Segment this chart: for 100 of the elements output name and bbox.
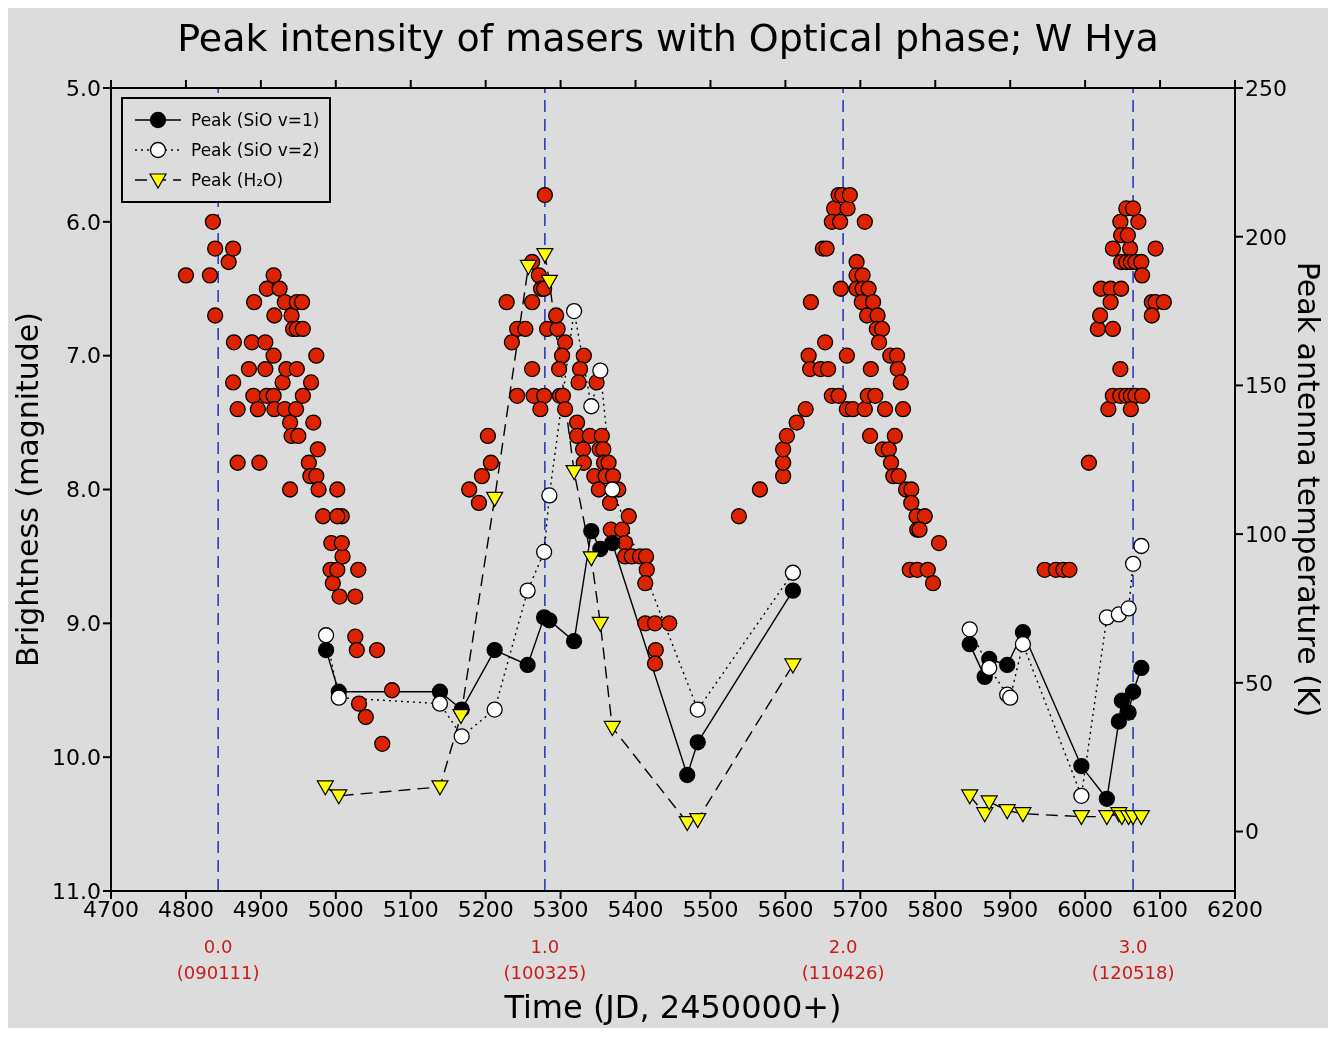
x-tick-label: 5500 xyxy=(682,896,739,922)
chart-title: Peak intensity of masers with Optical phase; W Hya xyxy=(176,15,1160,62)
y2-tick-label: 100 xyxy=(1245,521,1287,547)
point xyxy=(784,564,802,581)
x-tick-label: 5100 xyxy=(382,896,439,922)
point xyxy=(961,621,978,638)
point xyxy=(998,804,1016,820)
point xyxy=(1073,787,1090,804)
point xyxy=(565,465,583,481)
point xyxy=(565,302,583,320)
legend-label: Peak (SiO v=1) xyxy=(191,110,320,130)
y2-tick-label: 200 xyxy=(1245,224,1287,250)
point xyxy=(604,481,621,498)
point xyxy=(541,487,558,504)
point xyxy=(592,362,609,379)
x-tick-label: 5600 xyxy=(757,896,814,922)
point xyxy=(1073,757,1090,775)
point xyxy=(999,656,1016,674)
point xyxy=(981,659,998,677)
y-tick-label: 5.0 xyxy=(66,75,101,101)
point xyxy=(1133,537,1150,555)
point xyxy=(1098,810,1116,826)
point xyxy=(1110,713,1127,730)
point xyxy=(536,247,554,264)
point xyxy=(565,633,583,650)
point xyxy=(1098,790,1116,807)
y2-axis-title: Peak antenna temperature (K) xyxy=(1291,261,1327,718)
x-tick-label: 5000 xyxy=(307,896,364,922)
point xyxy=(961,636,978,653)
x-tick-label: 5900 xyxy=(982,896,1039,922)
x-tick-label: 5700 xyxy=(832,896,889,922)
point xyxy=(452,708,470,725)
point xyxy=(486,641,503,659)
point xyxy=(317,641,335,659)
point xyxy=(689,734,706,751)
point xyxy=(540,274,558,290)
point xyxy=(1014,636,1032,653)
point xyxy=(1132,810,1150,826)
point xyxy=(1072,810,1090,826)
point xyxy=(583,522,600,540)
y-tick-label: 6.0 xyxy=(66,209,101,235)
point xyxy=(583,398,600,415)
point xyxy=(535,543,553,561)
y-tick-label: 8.0 xyxy=(66,477,101,503)
point xyxy=(1120,600,1137,617)
y-tick-label: 7.0 xyxy=(66,343,101,369)
point xyxy=(316,780,334,796)
x-tick-label: 6000 xyxy=(1057,896,1114,922)
y2-tick-label: 50 xyxy=(1245,670,1273,696)
point xyxy=(453,728,470,745)
point xyxy=(431,780,449,796)
point xyxy=(1133,659,1150,677)
x-tick-label: 4900 xyxy=(232,896,289,922)
y-tick-label: 9.0 xyxy=(66,611,101,637)
text: 3.0 (120518) xyxy=(1091,936,1175,983)
point xyxy=(689,813,707,829)
y2-tick-label: 0 xyxy=(1245,819,1259,845)
point xyxy=(604,534,621,552)
x-tick-label: 5200 xyxy=(457,896,514,922)
point xyxy=(486,701,503,718)
text: 0.0 (090111) xyxy=(176,936,260,983)
point xyxy=(976,807,994,823)
point xyxy=(784,582,802,599)
legend-label: Peak (SiO v=2) xyxy=(191,140,320,160)
point xyxy=(961,789,979,805)
point xyxy=(1014,807,1032,823)
point xyxy=(431,695,449,712)
point xyxy=(519,582,536,599)
y-tick-label: 10.0 xyxy=(52,744,101,770)
point xyxy=(317,627,335,644)
point xyxy=(330,789,348,805)
text: 2.0 (110426) xyxy=(801,936,885,983)
x-tick-label: 5800 xyxy=(907,896,964,922)
x-tick-label: 6200 xyxy=(1207,896,1263,922)
legend-label: Peak (H₂O) xyxy=(191,170,284,190)
point xyxy=(1124,683,1142,700)
y2-tick-label: 250 xyxy=(1245,75,1287,101)
x-tick-label: 5300 xyxy=(532,896,589,922)
point xyxy=(541,612,558,629)
point xyxy=(486,491,504,508)
point xyxy=(784,658,802,674)
point xyxy=(1120,704,1137,721)
point xyxy=(980,795,998,811)
x-tick-label: 5400 xyxy=(607,896,664,922)
point xyxy=(1124,555,1142,572)
x-tick-label: 6100 xyxy=(1132,896,1189,922)
point xyxy=(330,689,347,706)
point xyxy=(519,259,537,276)
point xyxy=(591,616,609,632)
x-axis-title: Time (JD, 2450000+) xyxy=(503,988,842,1026)
point xyxy=(689,701,706,718)
point xyxy=(519,656,536,674)
point xyxy=(582,551,600,567)
point xyxy=(679,766,696,784)
y2-tick-label: 150 xyxy=(1245,373,1287,399)
text: 1.0 (100325) xyxy=(503,936,587,983)
point xyxy=(603,720,621,737)
x-tick-label: 4800 xyxy=(157,896,214,922)
y-axis-title: Brightness (magnitude) xyxy=(9,311,45,668)
point xyxy=(678,816,696,832)
